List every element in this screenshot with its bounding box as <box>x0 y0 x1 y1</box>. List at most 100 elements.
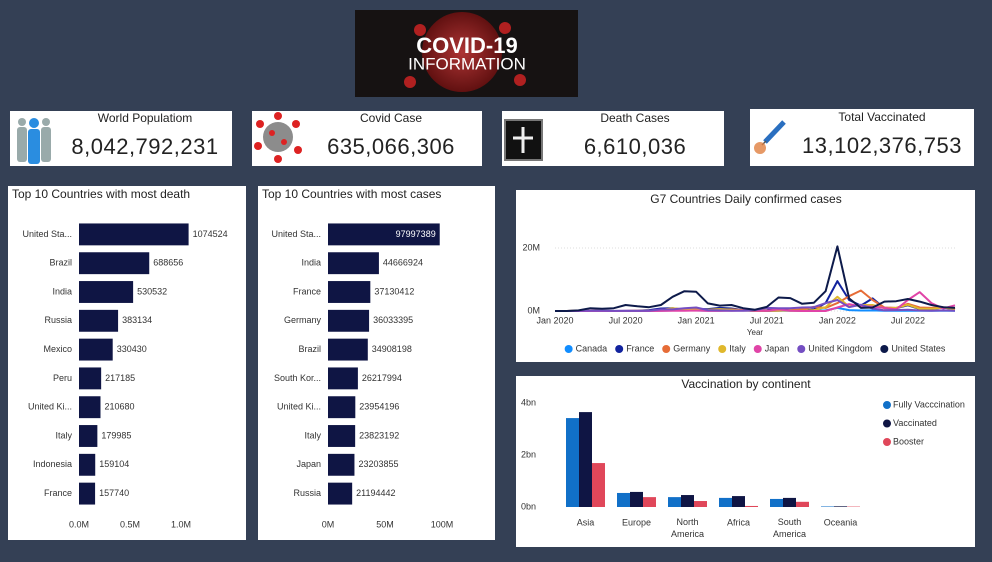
chart-title: G7 Countries Daily confirmed cases <box>650 192 841 206</box>
card: Covid Case 635,066,306 <box>252 111 482 166</box>
y-tick-label: United Ki... <box>277 402 321 412</box>
icon-part <box>292 120 300 128</box>
bar <box>79 309 119 332</box>
logo-spike <box>414 24 426 36</box>
bar <box>694 501 707 507</box>
y-tick-label: Italy <box>304 430 321 440</box>
icon-part <box>269 130 275 136</box>
bar <box>328 338 368 361</box>
bar <box>328 252 379 275</box>
bar <box>579 412 592 507</box>
card-value: 8,042,792,231 <box>71 134 218 159</box>
data-label: 217185 <box>105 373 135 383</box>
logo-spike <box>404 76 416 88</box>
people-icon <box>17 118 51 164</box>
bar <box>79 338 113 361</box>
data-label: 383134 <box>122 315 152 325</box>
y-tick-label: 0M <box>527 305 540 315</box>
icon-part <box>274 112 282 120</box>
x-axis-label: Year <box>747 328 764 337</box>
bar <box>79 482 96 505</box>
x-tick-label: 0.5M <box>120 519 140 529</box>
syringe-icon <box>754 120 786 154</box>
x-tick-label: 50M <box>376 519 394 529</box>
bar <box>617 492 630 507</box>
legend-swatch <box>564 345 573 353</box>
data-label: 330430 <box>117 344 147 354</box>
icon-part <box>281 139 287 145</box>
y-tick-label: Russia <box>44 315 72 325</box>
y-tick-label: United Sta... <box>22 229 72 239</box>
icon-part <box>256 120 264 128</box>
icon-part <box>28 129 40 164</box>
icon-part <box>763 120 786 144</box>
data-label: 36033395 <box>373 315 413 325</box>
y-tick-label: Brazil <box>49 258 72 268</box>
bar <box>79 252 150 275</box>
legend-label: Canada <box>576 343 608 353</box>
bar <box>834 506 847 507</box>
legend-label: Booster <box>893 436 924 446</box>
bar <box>328 309 370 332</box>
bar <box>745 505 758 507</box>
y-tick-label: India <box>52 286 72 296</box>
icon-part <box>754 142 766 154</box>
y-tick-label: Japan <box>296 459 321 469</box>
data-label: 26217994 <box>362 373 402 383</box>
x-tick-label: 100M <box>431 519 454 529</box>
x-tick-label: Jul 2022 <box>891 315 925 325</box>
bar <box>328 223 440 246</box>
legend-swatch <box>718 345 727 353</box>
data-label: 1074524 <box>193 229 228 239</box>
card-label: Total Vaccinated <box>838 110 925 124</box>
bar <box>630 491 643 507</box>
y-tick-label: 2bn <box>521 449 536 459</box>
data-label: 37130412 <box>374 286 414 296</box>
bar <box>79 396 101 419</box>
x-tick-label: 1.0M <box>171 519 191 529</box>
y-tick-label: Indonesia <box>33 459 72 469</box>
icon-part <box>294 146 302 154</box>
icon-part <box>41 127 51 162</box>
y-tick-label: Germany <box>284 315 322 325</box>
data-label: 21194442 <box>356 488 395 498</box>
data-label: 159104 <box>99 459 129 469</box>
y-tick-label: Peru <box>53 373 72 383</box>
x-tick-label: Oceania <box>824 517 858 527</box>
x-tick-label: Jul 2021 <box>750 315 784 325</box>
legend-label: United Kingdom <box>808 343 872 353</box>
x-tick-label: Africa <box>727 517 750 527</box>
chart-title: Vaccination by continent <box>681 377 811 391</box>
panel <box>516 190 975 362</box>
x-tick-label: Asia <box>577 517 595 527</box>
legend-label: Vaccinated <box>893 418 937 428</box>
bar <box>79 281 134 303</box>
data-label: 157740 <box>99 488 129 498</box>
logo-spike <box>514 74 526 86</box>
bar <box>770 498 783 507</box>
card-box <box>750 109 974 166</box>
bar <box>681 495 694 507</box>
data-label: 44666924 <box>383 258 423 268</box>
legend-swatch <box>797 345 806 353</box>
card-label: Death Cases <box>600 111 669 125</box>
y-tick-label: Russia <box>293 488 321 498</box>
x-tick-label: Jul 2020 <box>609 315 643 325</box>
virus-icon <box>254 112 302 163</box>
y-tick-label: Mexico <box>43 344 72 354</box>
data-label: 97997389 <box>396 229 436 239</box>
icon-part <box>42 118 50 126</box>
logo-subtitle: INFORMATION <box>408 54 526 73</box>
bar <box>821 506 834 507</box>
y-tick-label: Italy <box>55 430 72 440</box>
legend-swatch <box>883 401 891 409</box>
y-tick-label: France <box>44 488 72 498</box>
data-label: 179985 <box>101 430 131 440</box>
x-tick-label: North America <box>671 517 704 539</box>
legend-swatch <box>880 345 889 353</box>
data-label: 688656 <box>153 258 183 268</box>
panel <box>516 376 975 547</box>
card-label: Covid Case <box>360 111 422 125</box>
bar <box>79 425 98 447</box>
